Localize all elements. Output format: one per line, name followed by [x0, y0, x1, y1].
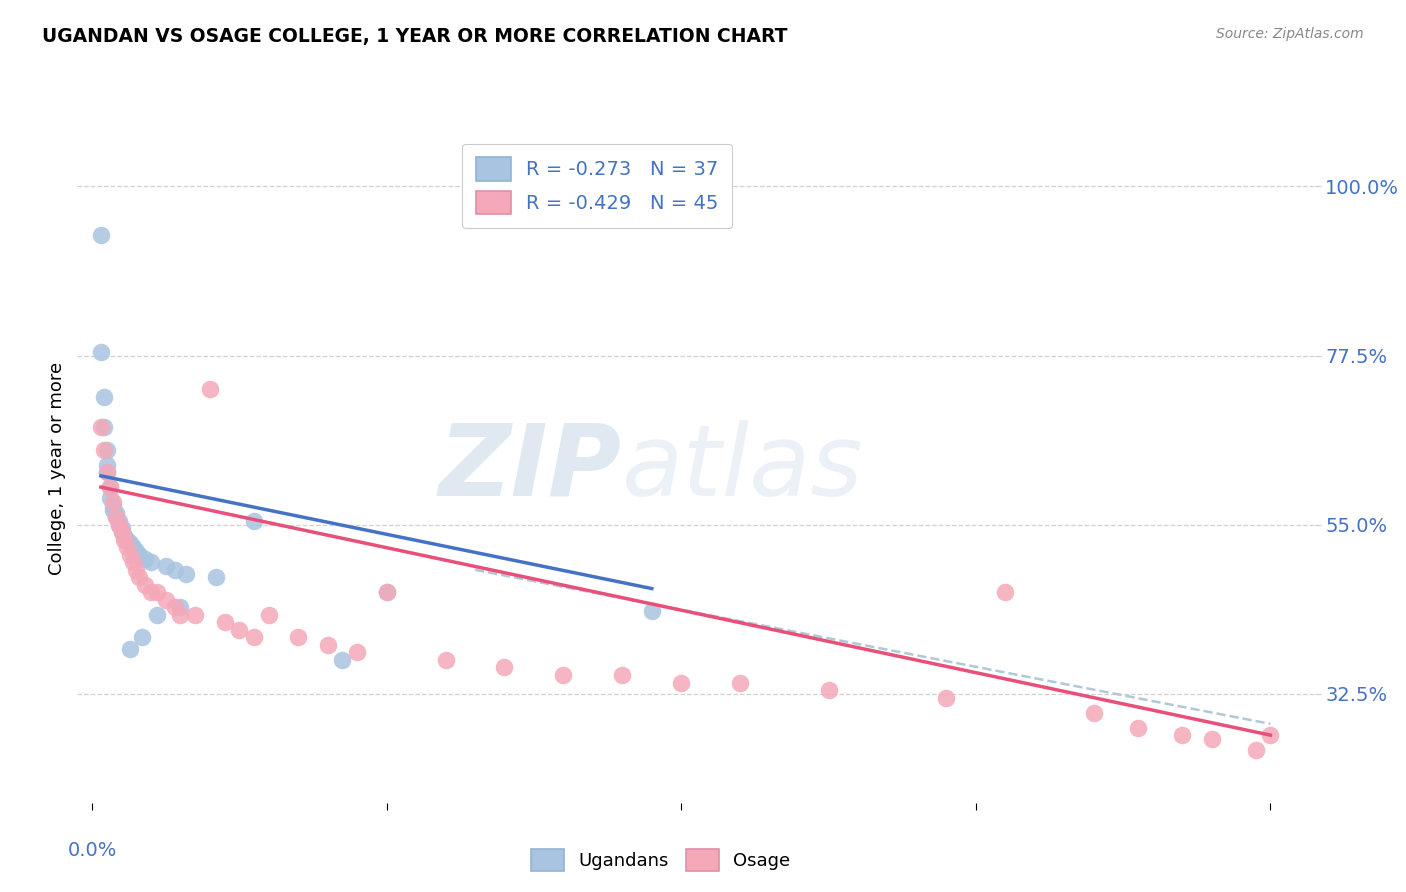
- Point: [139, 555, 162, 569]
- Point: [125, 544, 148, 558]
- Point: [128, 548, 150, 562]
- Point: [346, 645, 368, 659]
- Point: [1083, 706, 1105, 720]
- Point: [163, 600, 186, 615]
- Point: [104, 507, 127, 521]
- Point: [101, 502, 124, 516]
- Point: [169, 600, 191, 615]
- Point: [994, 585, 1017, 599]
- Point: [671, 675, 693, 690]
- Point: [494, 660, 516, 674]
- Point: [98, 480, 121, 494]
- Point: [104, 510, 127, 524]
- Point: [1126, 721, 1149, 735]
- Point: [1244, 743, 1267, 757]
- Point: [139, 585, 162, 599]
- Point: [935, 690, 957, 705]
- Point: [131, 631, 153, 645]
- Point: [125, 563, 148, 577]
- Point: [155, 592, 177, 607]
- Point: [90, 344, 112, 359]
- Point: [128, 570, 150, 584]
- Text: Source: ZipAtlas.com: Source: ZipAtlas.com: [1216, 27, 1364, 41]
- Point: [90, 420, 112, 434]
- Point: [98, 480, 121, 494]
- Point: [817, 683, 839, 698]
- Point: [375, 585, 398, 599]
- Point: [96, 442, 118, 457]
- Point: [96, 458, 118, 472]
- Point: [641, 604, 664, 618]
- Point: [120, 641, 142, 656]
- Point: [146, 607, 169, 622]
- Legend: R = -0.273   N = 37, R = -0.429   N = 45: R = -0.273 N = 37, R = -0.429 N = 45: [463, 144, 733, 228]
- Point: [287, 631, 309, 645]
- Point: [612, 668, 634, 682]
- Point: [1201, 731, 1223, 746]
- Point: [107, 514, 129, 528]
- Point: [114, 529, 136, 543]
- Point: [146, 585, 169, 599]
- Point: [98, 491, 121, 506]
- Point: [155, 559, 177, 574]
- Legend: Ugandans, Osage: Ugandans, Osage: [524, 842, 797, 879]
- Point: [110, 525, 132, 540]
- Point: [214, 615, 236, 630]
- Point: [120, 548, 142, 562]
- Point: [163, 563, 186, 577]
- Point: [122, 540, 145, 554]
- Point: [228, 623, 250, 637]
- Point: [110, 525, 132, 540]
- Point: [243, 514, 266, 528]
- Point: [120, 536, 142, 550]
- Point: [243, 631, 266, 645]
- Y-axis label: College, 1 year or more: College, 1 year or more: [48, 362, 66, 574]
- Point: [90, 228, 112, 243]
- Point: [375, 585, 398, 599]
- Point: [134, 578, 156, 592]
- Point: [110, 521, 132, 535]
- Point: [184, 607, 207, 622]
- Text: 0.0%: 0.0%: [67, 841, 117, 860]
- Point: [316, 638, 339, 652]
- Point: [134, 551, 156, 566]
- Point: [107, 517, 129, 532]
- Point: [117, 533, 139, 547]
- Point: [96, 465, 118, 479]
- Text: atlas: atlas: [621, 420, 863, 516]
- Point: [204, 570, 226, 584]
- Point: [257, 607, 280, 622]
- Point: [96, 465, 118, 479]
- Point: [107, 517, 129, 532]
- Point: [169, 607, 191, 622]
- Point: [553, 668, 575, 682]
- Point: [104, 510, 127, 524]
- Point: [101, 495, 124, 509]
- Point: [176, 566, 198, 581]
- Point: [1171, 728, 1194, 742]
- Point: [434, 653, 457, 667]
- Point: [117, 540, 139, 554]
- Point: [93, 390, 115, 404]
- Point: [114, 533, 136, 547]
- Point: [122, 555, 145, 569]
- Point: [1260, 728, 1282, 742]
- Point: [332, 653, 354, 667]
- Point: [728, 675, 751, 690]
- Text: UGANDAN VS OSAGE COLLEGE, 1 YEAR OR MORE CORRELATION CHART: UGANDAN VS OSAGE COLLEGE, 1 YEAR OR MORE…: [42, 27, 787, 45]
- Point: [198, 383, 221, 397]
- Text: ZIP: ZIP: [439, 420, 621, 516]
- Point: [101, 499, 124, 513]
- Point: [93, 420, 115, 434]
- Point: [93, 442, 115, 457]
